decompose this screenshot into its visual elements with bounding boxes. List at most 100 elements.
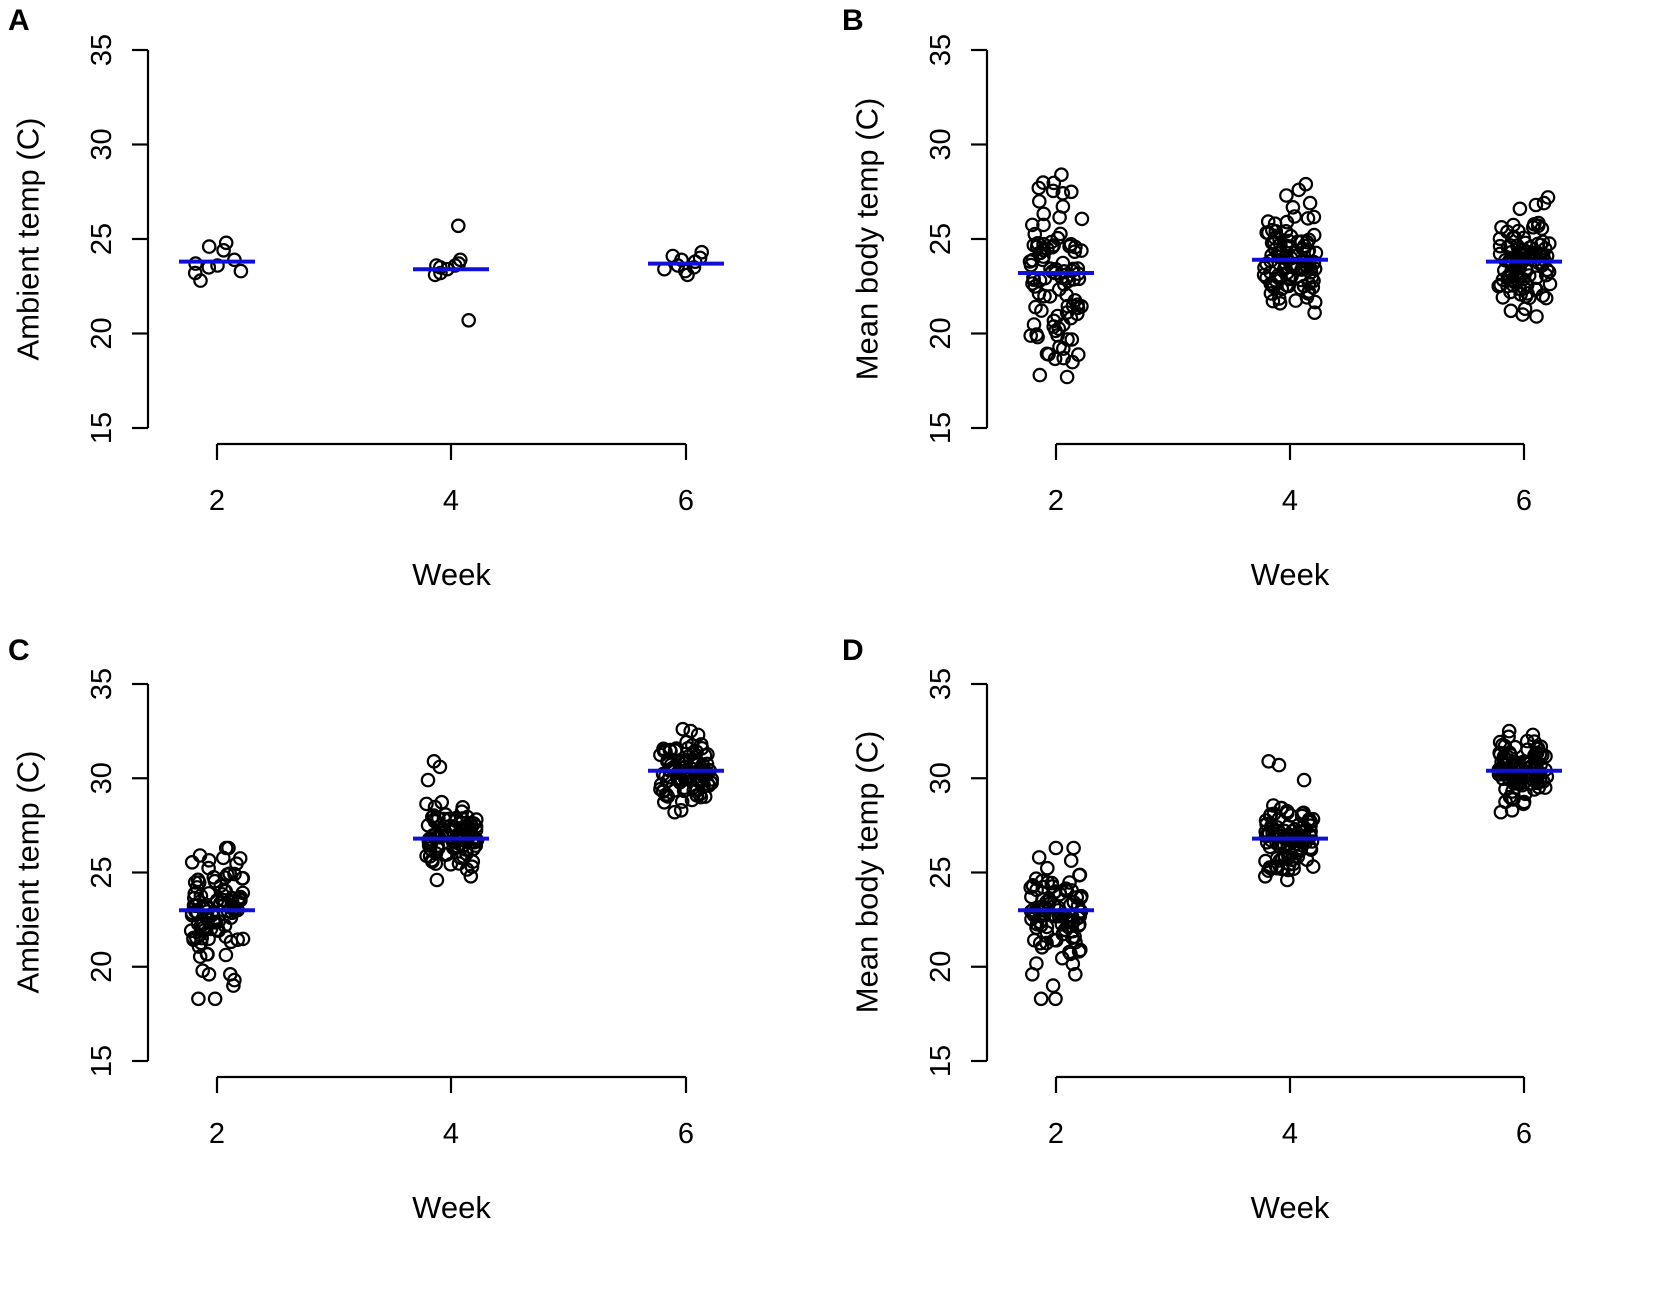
panel-d: D 15 20 25 30 35 2 4 6 Week Mean body temp (C) [842,634,1562,1225]
panel-b: B 15 20 25 30 35 2 4 6 Week Mean body temp (C) [842,4,1562,592]
data-point [667,804,682,820]
data-point [1036,206,1051,222]
x-axis-title: Week [1251,557,1330,592]
data-point [1513,286,1528,302]
y-tick-label: 20 [86,951,118,983]
data-point [1028,299,1043,315]
data-point [1280,265,1295,280]
data-point [1528,245,1543,261]
data-point [1303,814,1318,829]
data-point [1037,900,1053,915]
data-point [1500,224,1515,240]
data-point [218,947,234,963]
data-point [186,930,201,946]
panel-letter-a: A [8,4,30,37]
data-point [1496,754,1512,770]
y-tick-label: 25 [925,223,957,255]
data-point [425,828,441,843]
data-point [1023,880,1038,895]
data-point [1035,175,1051,190]
x-tick-label: 4 [443,485,459,517]
data-point [229,856,244,871]
data-point [233,263,249,279]
data-point [1073,942,1088,958]
data-point [1541,264,1557,280]
data-point [674,794,690,809]
data-point [1280,872,1295,888]
data-point [1536,195,1552,211]
data-point [1527,217,1542,232]
x-tick-label: 2 [1048,485,1064,517]
data-point [187,875,203,890]
y-axis-title: Ambient temp (C) [11,118,46,361]
data-point [1306,273,1321,289]
data-point [673,802,689,818]
data-point [1291,182,1307,198]
data-point [1528,197,1544,213]
data-point [1303,842,1319,857]
data-point [1059,369,1075,385]
data-point [218,235,234,251]
x-tick-label: 2 [209,1118,225,1150]
y-tick-label: 35 [925,34,957,66]
data-point [437,847,453,862]
data-point [1046,313,1062,329]
x-axis-title: Week [412,1190,491,1225]
data-point [1074,243,1089,258]
data-point [222,866,237,881]
data-point [1496,749,1512,765]
y-tick-label: 30 [86,128,118,160]
data-point [1064,184,1079,200]
data-point [424,852,440,868]
data-point [1055,199,1071,214]
data-point [448,820,464,836]
data-point [1529,309,1544,324]
data-point [1045,978,1061,993]
y-tick-label: 35 [925,668,957,700]
data-point [227,866,242,882]
data-point [1029,956,1044,971]
data-point [1492,238,1508,254]
data-point [679,734,694,750]
data-point [1538,267,1554,283]
data-point [433,265,448,281]
data-point [1277,261,1292,277]
data-point [1492,734,1508,750]
data-point [1065,956,1081,972]
data-point [1512,201,1528,217]
data-point [1072,867,1087,883]
data-point [1054,917,1070,932]
data-point [1538,290,1554,306]
data-point [1302,195,1318,211]
data-point [1279,188,1294,203]
data-point [1294,234,1309,249]
data-point [1268,224,1284,239]
data-point [420,772,436,788]
data-point [195,963,210,978]
data-point [434,794,449,810]
data-point [450,218,466,234]
y-tick-label: 20 [925,951,957,983]
data-point [1067,929,1082,944]
x-tick-label: 4 [1282,1118,1298,1150]
data-point [655,783,671,799]
data-point [201,239,217,254]
data-point [1064,263,1080,279]
data-point [1516,754,1532,769]
data-point [1491,767,1507,782]
data-point [1032,194,1047,209]
data-point [429,872,445,888]
data-point [201,860,216,876]
y-tick-label: 25 [86,223,118,255]
y-tick-label: 35 [86,34,118,66]
data-point [1023,328,1038,343]
data-point [1032,367,1048,383]
data-point [216,243,231,258]
data-point [1516,796,1531,812]
data-point [1307,305,1322,320]
x-tick-label: 2 [1048,1118,1064,1150]
data-point [1067,244,1082,259]
data-point [1048,840,1064,856]
panel-letter-b: B [842,4,864,37]
data-point [1067,293,1083,308]
